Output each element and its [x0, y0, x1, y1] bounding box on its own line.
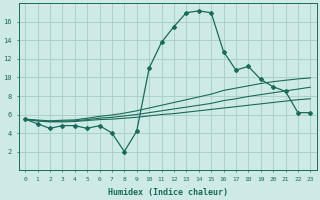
- X-axis label: Humidex (Indice chaleur): Humidex (Indice chaleur): [108, 188, 228, 197]
